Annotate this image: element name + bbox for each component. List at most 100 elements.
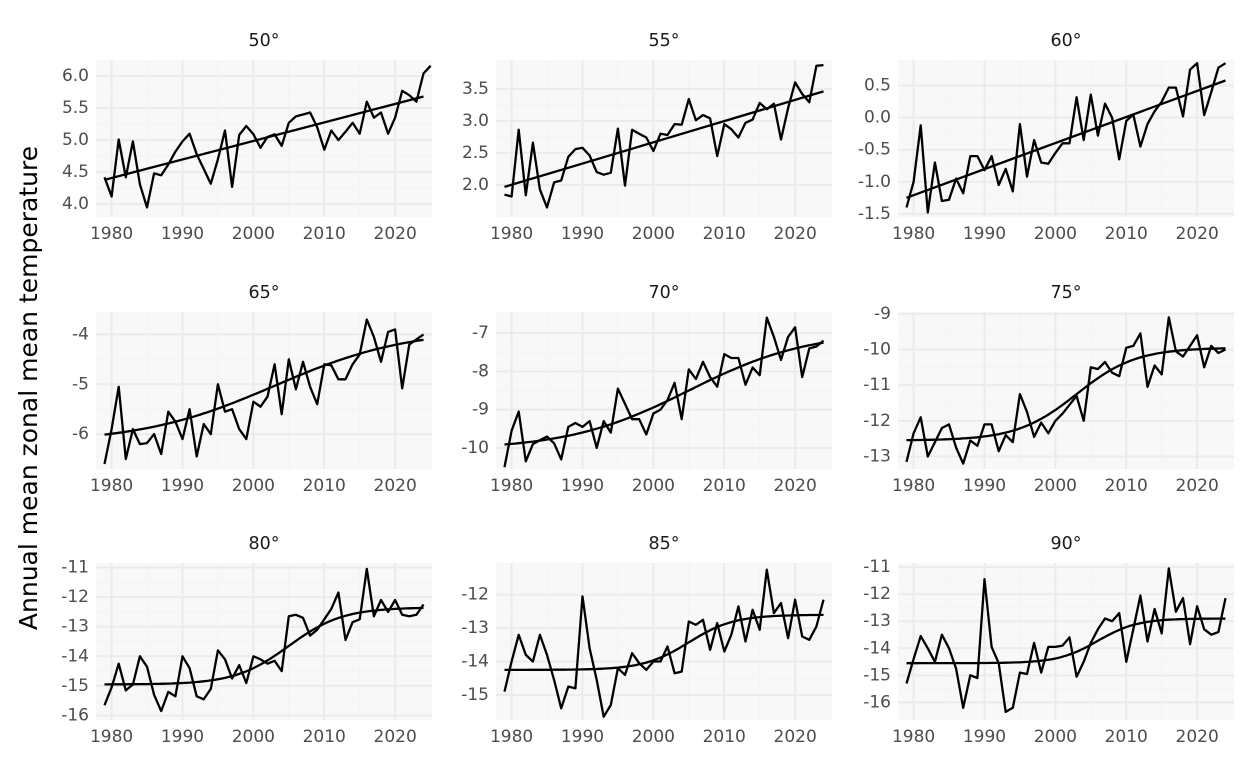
y-tick-label: -1.0 [858, 172, 891, 192]
x-tick-label: 2000 [1034, 224, 1077, 244]
x-tick-label: 1980 [490, 727, 533, 747]
trend-line [104, 606, 424, 686]
panels-group: 1980 1990 2000 2010 20204.04.55.05.56.050°19… [61, 31, 1234, 747]
x-tick-label: 2020 [774, 224, 817, 244]
y-tick-label: -0.5 [858, 140, 891, 160]
x-tick-label: 1990 [963, 727, 1006, 747]
observed-series-line [503, 568, 825, 718]
x-tick-label: 2000 [1034, 476, 1077, 496]
panel-title: 90° [1050, 534, 1081, 554]
panel-title: 85° [648, 534, 679, 554]
trend-line [906, 347, 1226, 442]
y-tick-label: 2.5 [462, 143, 489, 163]
observed-series-line [103, 318, 425, 465]
x-tick-label: 1990 [561, 727, 604, 747]
y-tick-label: -5 [72, 374, 89, 394]
y-tick-label: -11 [863, 557, 891, 577]
x-tick-label: 1980 [490, 224, 533, 244]
y-tick-label: -15 [863, 665, 891, 685]
x-tick-label: 2020 [1176, 476, 1219, 496]
observed-series-line [905, 62, 1227, 214]
y-tick-label: -9 [874, 304, 891, 324]
y-tick-label: -13 [61, 617, 89, 637]
x-tick-label: 2000 [232, 476, 275, 496]
x-tick-label: 1980 [90, 476, 133, 496]
y-tick-label: -8 [472, 361, 489, 381]
x-tick-label: 2010 [703, 224, 746, 244]
x-tick-label: 2020 [1176, 727, 1219, 747]
y-tick-label: 5.0 [62, 130, 89, 150]
y-tick-label: 4.5 [62, 162, 89, 182]
y-tick-label: -1.5 [858, 204, 891, 224]
panel-70: 1980 1990 2000 2010 2020 -10 -9 -8 -7 70° [461, 283, 832, 496]
observed-series-line [905, 316, 1227, 465]
x-tick-label: 2000 [632, 476, 675, 496]
x-tick-label: 1980 [892, 476, 935, 496]
panel-50: 1980 1990 2000 2010 2020 4.0 4.5 5.0 5.5 6.0 50° [62, 31, 432, 244]
x-tick-label: 2010 [303, 727, 346, 747]
trend-line [504, 90, 824, 188]
y-tick-label: -14 [61, 646, 89, 666]
y-tick-label: -14 [461, 652, 489, 672]
x-tick-label: 2000 [632, 727, 675, 747]
panel-55: 1980 1990 2000 2010 2020 2.0 2.5 3.0 3.5 55° [462, 31, 832, 244]
x-tick-label: 2010 [1105, 224, 1148, 244]
y-tick-label: -12 [863, 411, 891, 431]
panel-background [496, 563, 832, 720]
x-tick-label: 1990 [161, 224, 204, 244]
y-tick-label: 3.0 [462, 111, 489, 131]
x-tick-label: 2010 [703, 727, 746, 747]
trend-line [504, 341, 824, 446]
y-tick-label: -12 [863, 584, 891, 604]
y-tick-label: -12 [61, 587, 89, 607]
x-tick-label: 2010 [703, 476, 746, 496]
observed-series-line [905, 567, 1227, 714]
x-tick-label: 2010 [1105, 476, 1148, 496]
y-tick-label: -13 [863, 447, 891, 467]
x-tick-label: 2020 [1176, 224, 1219, 244]
y-tick-label: -11 [61, 557, 89, 577]
y-tick-label: -12 [461, 585, 489, 605]
y-tick-label: -13 [863, 611, 891, 631]
x-tick-label: 2020 [374, 224, 417, 244]
x-tick-label: 2020 [374, 727, 417, 747]
panel-80: 1980 1990 2000 2010 2020 -16 -15 -14 -13 -12 -11 80… [61, 534, 432, 747]
y-tick-label: -4 [72, 324, 89, 344]
panel-title: 60° [1050, 31, 1081, 51]
y-tick-label: 0.5 [864, 76, 891, 96]
panel-90: 1980 1990 2000 2010 2020 -16 -15 -14 -13 -12 -11 90… [863, 534, 1234, 747]
x-tick-label: 2010 [303, 476, 346, 496]
x-tick-label: 2000 [232, 727, 275, 747]
y-tick-label: 2.0 [462, 175, 489, 195]
panel-title: 70° [648, 283, 679, 303]
x-tick-label: 1990 [161, 727, 204, 747]
y-axis-label: Annual mean zonal mean temperature [14, 146, 43, 630]
observed-series-line [503, 316, 825, 468]
y-tick-label: -15 [461, 685, 489, 705]
y-tick-label: 0.0 [864, 108, 891, 128]
panel-75: 1980 1990 2000 2010 2020 -13 -12 -11 -10 -9 75° [863, 283, 1234, 496]
x-tick-label: 1990 [561, 224, 604, 244]
x-tick-label: 1990 [963, 476, 1006, 496]
y-tick-label: 5.5 [62, 98, 89, 118]
x-tick-label: 2000 [232, 224, 275, 244]
panel-title: 55° [648, 31, 679, 51]
panel-65: 1980 1990 2000 2010 2020 -6 -5 -4 65° [72, 283, 432, 496]
panel-title: 65° [248, 283, 279, 303]
trend-line [104, 95, 424, 181]
y-tick-label: -9 [472, 400, 489, 420]
y-tick-label: -13 [461, 618, 489, 638]
trend-line [504, 613, 824, 672]
x-tick-label: 2020 [374, 476, 417, 496]
x-tick-label: 2020 [774, 727, 817, 747]
y-tick-label: -10 [863, 339, 891, 359]
x-tick-label: 1990 [963, 224, 1006, 244]
x-tick-label: 1980 [892, 727, 935, 747]
x-tick-label: 1980 [90, 727, 133, 747]
x-tick-label: 1980 [892, 224, 935, 244]
x-tick-label: 2010 [303, 224, 346, 244]
y-tick-label: 6.0 [62, 66, 89, 86]
panel-title: 50° [248, 31, 279, 51]
panel-title: 75° [1050, 283, 1081, 303]
